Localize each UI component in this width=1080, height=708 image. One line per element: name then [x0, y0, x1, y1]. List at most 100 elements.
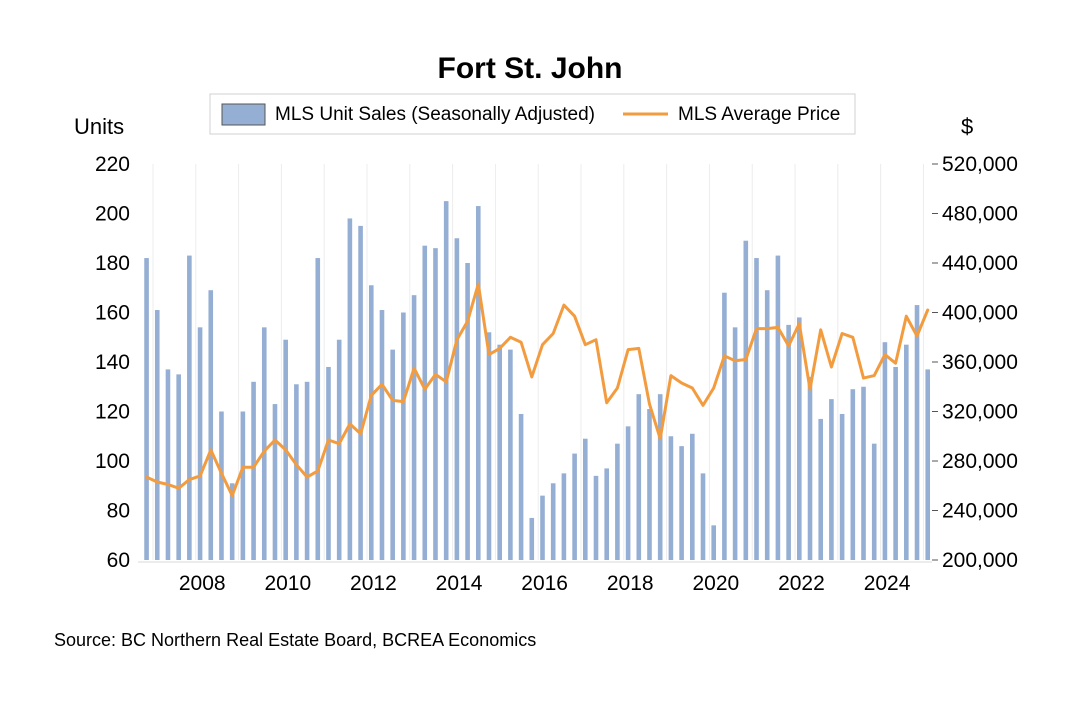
- bar: [347, 218, 353, 560]
- bar: [871, 443, 877, 560]
- bar: [368, 285, 374, 560]
- y-left-tick-label: 120: [95, 401, 130, 424]
- y-left-unit-label: Units: [74, 114, 124, 139]
- y-right-tick-label: 520,000: [942, 153, 1018, 176]
- legend-label-line: MLS Average Price: [678, 104, 840, 125]
- x-tick-labels: 2008 2010 2012 2014 2016 2018 2020 2022 2024: [179, 572, 911, 595]
- y-left-tick-label: 160: [95, 302, 130, 325]
- bar: [336, 339, 342, 560]
- bar: [144, 258, 149, 560]
- y-left-tick-label: 220: [95, 153, 130, 176]
- bar: [475, 206, 481, 560]
- bar: [508, 349, 513, 560]
- y-left-tick-label: 200: [95, 203, 130, 226]
- bar: [786, 324, 791, 560]
- bar: [582, 438, 588, 560]
- bar: [326, 366, 331, 560]
- y-right-tick-label: 280,000: [942, 450, 1018, 473]
- bar: [219, 411, 224, 560]
- y-right-tick-label: 360,000: [942, 351, 1018, 374]
- y-left-tick-label: 140: [95, 351, 130, 374]
- bar: [465, 263, 470, 560]
- bar: [829, 399, 834, 560]
- y-right-tick-label: 320,000: [942, 401, 1018, 424]
- bar: [668, 436, 674, 560]
- bar: [176, 374, 181, 560]
- y-left-tick-label: 80: [107, 500, 130, 523]
- bar: [743, 240, 749, 560]
- bar: [593, 475, 599, 560]
- bar: [914, 305, 920, 560]
- y-left-tick-labels: 60 80 100 120 140 160 180 200 220: [95, 153, 130, 572]
- bar: [272, 404, 278, 560]
- y-right-unit-label: $: [961, 114, 973, 139]
- bar: [679, 446, 684, 560]
- y-right-tick-labels: 200,000 240,000 280,000 320,000 360,000 400,0…: [932, 153, 1018, 572]
- bar: [850, 389, 856, 560]
- y-right-tick-label: 440,000: [942, 252, 1018, 275]
- source-note: Source: BC Northern Real Estate Board, B…: [54, 630, 536, 650]
- bar: [379, 310, 385, 560]
- bar: [561, 473, 567, 560]
- bar: [797, 317, 802, 560]
- price-line: [145, 282, 930, 498]
- x-tick-label: 2010: [264, 572, 311, 595]
- bar: [411, 295, 417, 560]
- legend-box: [209, 93, 856, 135]
- bar: [154, 310, 160, 560]
- bar: [754, 258, 759, 560]
- y-right-tick-label: 200,000: [942, 549, 1018, 572]
- bar: [711, 525, 717, 560]
- bar: [657, 394, 663, 560]
- bar: [529, 517, 535, 560]
- x-tick-label: 2020: [692, 572, 739, 595]
- bar: [818, 418, 824, 560]
- bar: [433, 248, 438, 560]
- x-tick-label: 2022: [778, 572, 825, 595]
- x-tick-label: 2018: [607, 572, 654, 595]
- bar: [240, 411, 246, 560]
- bar: [486, 332, 492, 560]
- y-left-tick-label: 60: [107, 549, 130, 572]
- bar: [540, 495, 545, 560]
- bar: [764, 290, 770, 560]
- x-tick-label: 2008: [179, 572, 226, 595]
- bar: [358, 225, 363, 560]
- bar: [700, 473, 706, 560]
- y-right-tick-label: 480,000: [942, 203, 1018, 226]
- x-tick-label: 2014: [436, 572, 483, 595]
- y-right-tick-label: 240,000: [942, 500, 1018, 523]
- chart-title: Fort St. John: [438, 52, 623, 85]
- bar: [572, 453, 577, 560]
- bar: [197, 327, 203, 560]
- bar: [732, 327, 738, 560]
- bar: [604, 468, 609, 560]
- bar: [390, 349, 395, 560]
- legend-swatch-bar: [221, 103, 266, 126]
- bar: [251, 381, 256, 560]
- bar: [861, 386, 866, 560]
- bar: [807, 376, 813, 560]
- bar: [497, 344, 502, 560]
- bar: [904, 344, 909, 560]
- bar: [454, 238, 460, 560]
- bar: [401, 312, 406, 560]
- bar: [229, 483, 235, 560]
- bar: [304, 381, 310, 560]
- bar: [722, 292, 727, 560]
- bar: [550, 483, 556, 560]
- bar: [839, 413, 845, 560]
- bar: [925, 369, 931, 560]
- y-right-tick-label: 400,000: [942, 302, 1018, 325]
- bar: [615, 443, 620, 560]
- bar: [294, 384, 299, 560]
- bar: [690, 433, 695, 560]
- x-tick-label: 2016: [521, 572, 568, 595]
- bar: [647, 409, 652, 560]
- x-tick-label: 2012: [350, 572, 397, 595]
- bar: [422, 245, 428, 561]
- bar: [165, 369, 171, 560]
- legend: MLS Unit Sales (Seasonally Adjusted) MLS…: [209, 93, 856, 135]
